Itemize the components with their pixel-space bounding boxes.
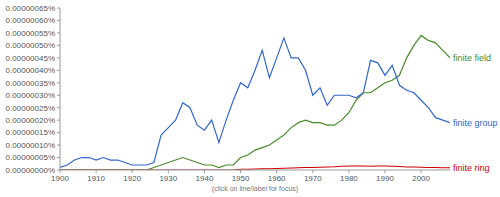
svg-text:2000: 2000	[412, 174, 430, 183]
svg-text:0.00000065%: 0.00000065%	[8, 4, 55, 13]
svg-text:1950: 1950	[232, 174, 250, 183]
svg-text:0.00000030%: 0.00000030%	[8, 91, 55, 100]
svg-text:finite field: finite field	[453, 53, 491, 63]
svg-text:1980: 1980	[340, 174, 358, 183]
svg-text:1970: 1970	[304, 174, 322, 183]
svg-text:1930: 1930	[159, 174, 177, 183]
html-text:(click on line/label for focus: (click on line/label for focus)	[211, 185, 299, 192]
svg-text:0.00000015%: 0.00000015%	[8, 128, 55, 137]
svg-text:1900: 1900	[51, 174, 69, 183]
svg-text:0.00000010%: 0.00000010%	[8, 141, 55, 150]
svg-text:0.00000045%: 0.00000045%	[8, 54, 55, 63]
svg-text:0.00000000%: 0.00000000%	[8, 166, 55, 175]
svg-text:1920: 1920	[123, 174, 141, 183]
svg-text:0.00000055%: 0.00000055%	[8, 29, 55, 38]
svg-text:1990: 1990	[376, 174, 394, 183]
svg-text:1910: 1910	[87, 174, 105, 183]
svg-text:1960: 1960	[268, 174, 286, 183]
svg-text:0.00000035%: 0.00000035%	[8, 79, 55, 88]
svg-text:1940: 1940	[196, 174, 214, 183]
svg-text:finite ring: finite ring	[453, 163, 490, 173]
svg-text:0.00000020%: 0.00000020%	[8, 116, 55, 125]
svg-text:0.00000040%: 0.00000040%	[8, 66, 55, 75]
svg-text:0.00000005%: 0.00000005%	[8, 153, 55, 162]
svg-text:finite group: finite group	[453, 118, 492, 128]
svg-text:0.00000060%: 0.00000060%	[8, 16, 55, 25]
svg-text:0.00000050%: 0.00000050%	[8, 41, 55, 50]
svg-text:0.00000025%: 0.00000025%	[8, 104, 55, 113]
